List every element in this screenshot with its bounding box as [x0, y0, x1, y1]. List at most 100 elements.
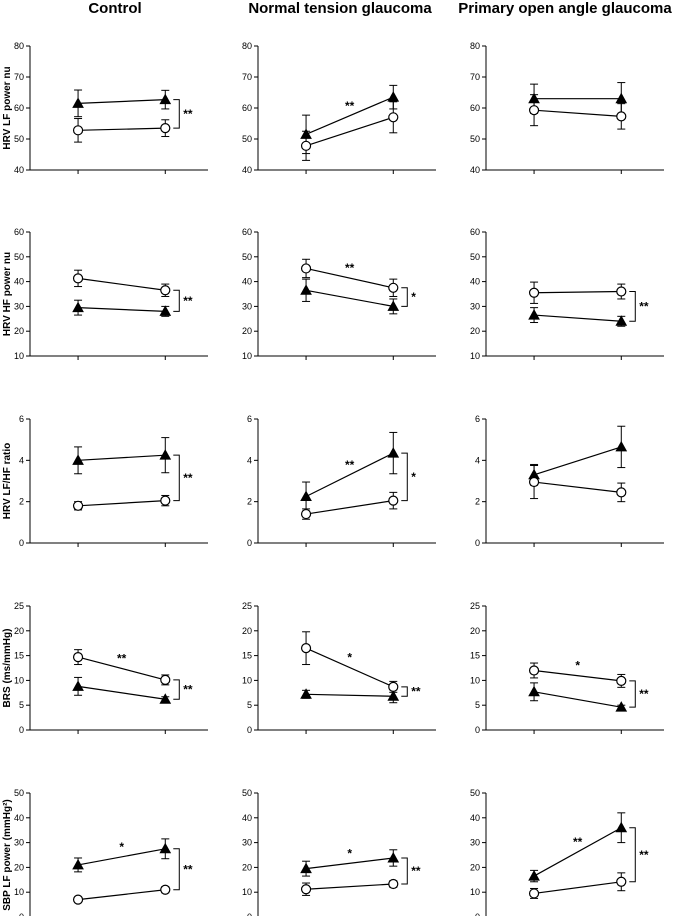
- y-tick-label: 40: [242, 165, 252, 175]
- y-tick-label: 80: [14, 41, 24, 51]
- series-triangle: [528, 425, 628, 486]
- y-tick-label: 0: [247, 725, 252, 735]
- y-tick-label: 60: [242, 227, 252, 237]
- data-point-circle: [528, 105, 540, 116]
- data-point-triangle: [72, 454, 84, 465]
- y-tick-label: 40: [470, 165, 480, 175]
- column-title-control: Control: [88, 0, 142, 17]
- series-line: [533, 827, 622, 877]
- significance-bracket-label: **: [183, 294, 193, 308]
- series-line: [533, 481, 622, 493]
- y-tick-label: 60: [470, 103, 480, 113]
- data-point-circle: [300, 884, 312, 895]
- panel-0-2: 40 50 60 70 80: [470, 41, 664, 175]
- y-tick-label: 15: [14, 651, 24, 661]
- y-tick-label: 0: [475, 725, 480, 735]
- data-point-triangle: [300, 284, 312, 295]
- y-tick-label: 60: [14, 227, 24, 237]
- y-tick-label: 0: [475, 912, 480, 916]
- y-tick-label: 20: [470, 326, 480, 336]
- series-triangle: [300, 688, 400, 704]
- significance-bracket-label: **: [183, 683, 193, 697]
- series-line: [77, 656, 166, 681]
- significance-bracket-label: **: [183, 107, 193, 121]
- series-triangle: [72, 838, 172, 873]
- data-point-circle: [300, 643, 312, 654]
- y-tick-label: 40: [14, 165, 24, 175]
- y-tick-label: 60: [14, 103, 24, 113]
- y-tick-label: 0: [475, 538, 480, 548]
- column-title-poag: Primary open angle glaucoma: [458, 0, 672, 17]
- y-tick-label: 20: [242, 626, 252, 636]
- significance-bracket: [401, 287, 408, 307]
- series-circle: [300, 101, 399, 161]
- data-point-triangle: [615, 92, 628, 104]
- y-tick-label: 20: [242, 862, 252, 872]
- panel-4-0: 01020304050fastingpostprandialmean of 60…: [2, 788, 193, 916]
- significance-bracket-label: **: [183, 862, 193, 876]
- y-axis-label: SBP LF power (mmHg²): [2, 799, 13, 910]
- data-point-triangle: [615, 315, 628, 326]
- series-line: [534, 109, 622, 117]
- series-circle: [528, 662, 627, 688]
- y-tick-label: 50: [470, 788, 480, 798]
- series-triangle: [72, 437, 172, 475]
- series-circle: [528, 281, 627, 304]
- significance-bracket: [401, 452, 408, 502]
- series-triangle: [72, 676, 172, 704]
- y-tick-label: 50: [470, 252, 480, 262]
- series-circle: [528, 465, 627, 503]
- y-tick-label: 40: [242, 277, 252, 287]
- y-tick-label: 10: [470, 351, 480, 361]
- y-tick-label: 5: [475, 700, 480, 710]
- data-point-circle: [616, 111, 627, 122]
- series-triangle: [300, 84, 400, 155]
- data-point-circle: [528, 287, 540, 298]
- y-tick-label: 50: [14, 788, 24, 798]
- y-tick-label: 40: [14, 813, 24, 823]
- data-point-triangle: [159, 693, 172, 704]
- panel-2-0: 0 2 4 6 HRV LF/HF ratio **: [2, 414, 208, 548]
- data-point-triangle: [300, 688, 312, 699]
- panel-4-1: 01020304050fastingpostprandialmean of 60…: [242, 788, 421, 916]
- y-tick-label: 10: [14, 887, 24, 897]
- series-line: [533, 669, 622, 682]
- y-axis-label: HRV HF power nu: [2, 252, 13, 336]
- series-line: [78, 99, 166, 104]
- panel-3-0: 0 5 10 15 20 25 BRS (ms/mmHg) ** **: [2, 601, 208, 735]
- data-point-triangle: [387, 300, 400, 311]
- y-tick-label: 25: [14, 601, 24, 611]
- data-point-circle: [616, 876, 627, 887]
- series-line: [77, 685, 166, 700]
- data-point-triangle: [387, 91, 400, 102]
- data-point-triangle: [615, 701, 628, 712]
- y-tick-label: 4: [247, 455, 252, 465]
- y-tick-label: 0: [19, 912, 24, 916]
- y-tick-label: 2: [247, 497, 252, 507]
- y-tick-label: 2: [19, 497, 24, 507]
- series-line: [77, 277, 166, 291]
- y-tick-label: 30: [14, 838, 24, 848]
- y-tick-label: 0: [247, 912, 252, 916]
- y-tick-label: 20: [14, 326, 24, 336]
- data-point-triangle: [159, 93, 172, 105]
- y-tick-label: 60: [242, 103, 252, 113]
- series-circle: [72, 269, 171, 297]
- y-tick-label: 0: [19, 725, 24, 735]
- y-tick-label: 25: [242, 601, 252, 611]
- series-line: [306, 883, 394, 890]
- y-tick-label: 80: [242, 41, 252, 51]
- significance-bracket-label: **: [411, 864, 421, 878]
- series-line: [305, 116, 394, 147]
- data-point-circle: [160, 285, 171, 296]
- data-point-circle: [616, 675, 627, 686]
- y-tick-label: 50: [242, 134, 252, 144]
- data-point-circle: [160, 884, 171, 895]
- panel-1-2: 10 20 30 40 50 60 **: [470, 227, 664, 361]
- y-tick-label: 40: [242, 813, 252, 823]
- significance-bracket: [173, 848, 180, 891]
- series-line: [77, 889, 166, 901]
- data-point-circle: [300, 263, 312, 274]
- y-tick-label: 80: [470, 41, 480, 51]
- series-line: [533, 881, 622, 895]
